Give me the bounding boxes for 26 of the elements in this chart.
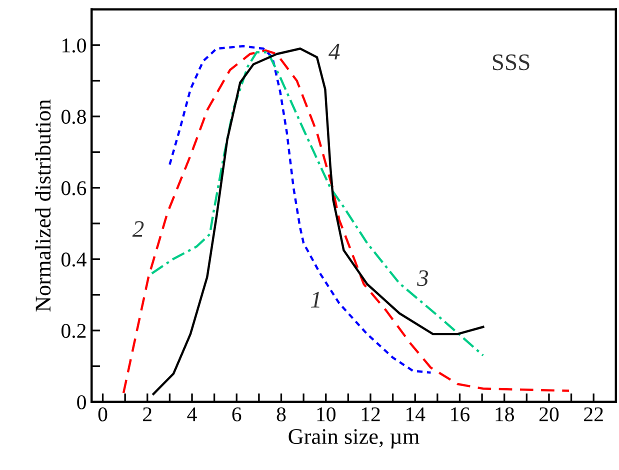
annotation: SSS	[492, 54, 530, 70]
line-series	[168, 45, 432, 374]
x-tick-label: 18	[496, 407, 514, 422]
x-tick-label: 6	[232, 407, 242, 422]
x-tick-label: 16	[451, 407, 470, 422]
series-label: 4	[328, 44, 340, 60]
y-tick-label: 0.6	[62, 181, 86, 196]
x-tick-label: 4	[187, 407, 197, 422]
series-label: 3	[417, 270, 428, 286]
y-tick-label: 0	[77, 395, 86, 410]
y-tick-label: 0.8	[62, 110, 86, 124]
x-tick-label: 20	[539, 407, 559, 422]
x-tick-label: 8	[276, 407, 286, 422]
x-tick-label: 2	[143, 407, 152, 422]
series-label: 2	[132, 221, 144, 237]
y-tick-label: 0.2	[62, 324, 86, 338]
x-tick-label: 22	[584, 407, 603, 422]
y-tick-label: 0.4	[62, 252, 86, 267]
y-tick-label: 1.0	[62, 38, 86, 53]
y-axis-title: Normalized distribution	[35, 100, 51, 312]
x-tick-label: 12	[362, 407, 380, 422]
x-tick-label: 10	[317, 407, 336, 422]
x-tick-label: 0	[98, 407, 108, 422]
x-axis-title: Grain size, µm	[288, 429, 420, 449]
series-label: 1	[310, 292, 320, 308]
x-tick-label: 14	[406, 407, 426, 422]
